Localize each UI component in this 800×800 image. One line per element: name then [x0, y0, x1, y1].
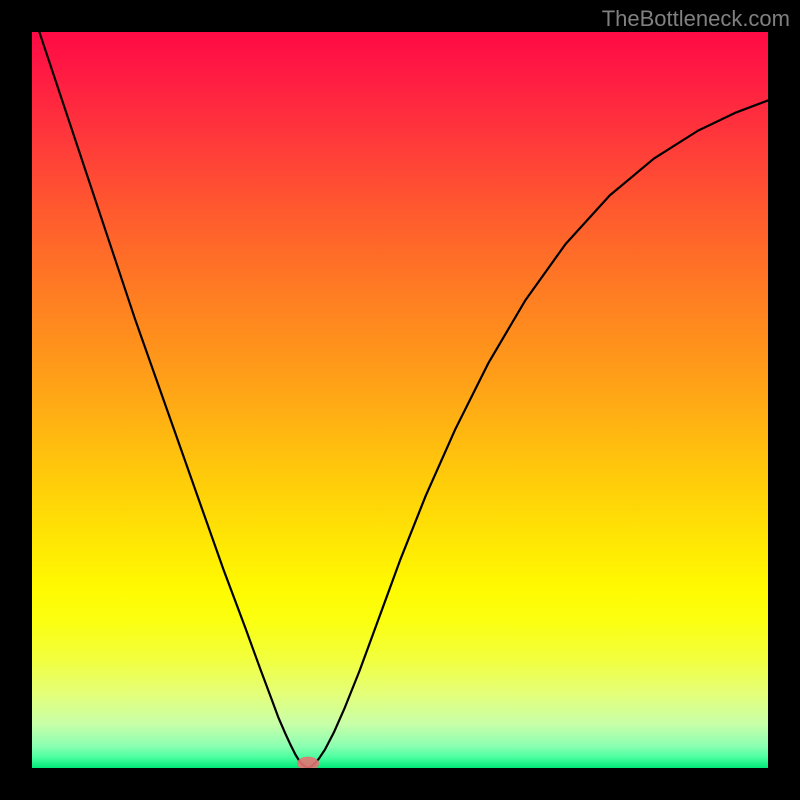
chart-container: TheBottleneck.com	[0, 0, 800, 800]
plot-svg	[32, 32, 768, 768]
watermark-text: TheBottleneck.com	[602, 6, 790, 32]
gradient-background	[32, 32, 768, 768]
plot-area	[32, 32, 768, 768]
